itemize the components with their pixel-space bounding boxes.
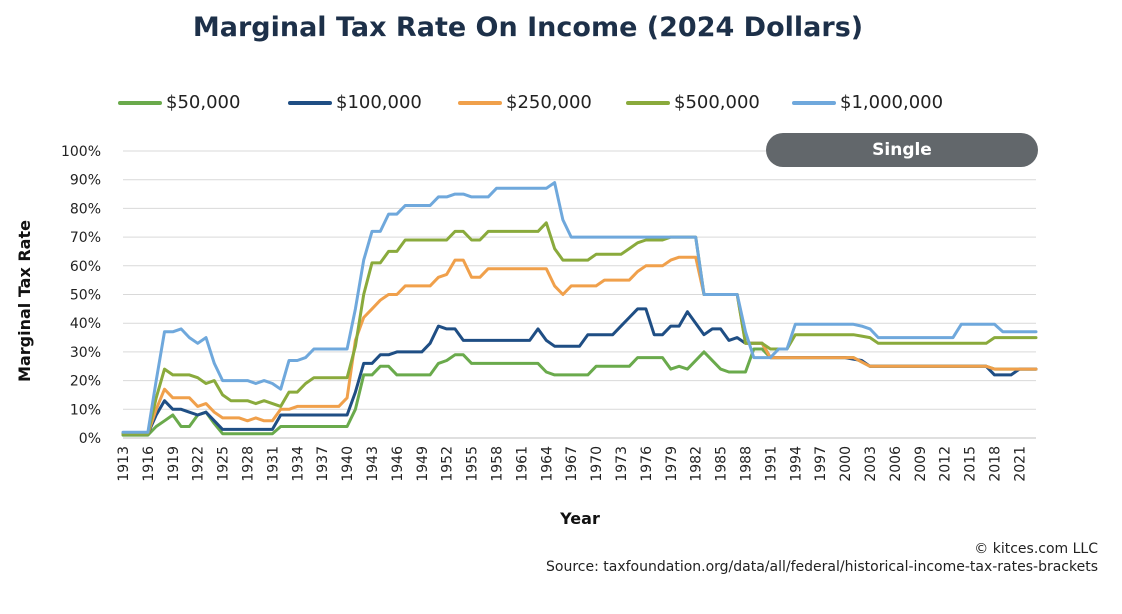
filing-status-badge: Single [766, 133, 1038, 167]
x-tick-label: 1922 [191, 446, 207, 482]
legend: $50,000 $100,000 $250,000 $500,000 $1,00… [118, 92, 962, 113]
series-line-100000 [121, 307, 1038, 436]
y-axis-title: Marginal Tax Rate [15, 220, 34, 382]
x-tick-label: 1925 [216, 446, 232, 482]
x-tick-label: 2000 [838, 446, 854, 482]
x-tick-label: 1934 [290, 446, 306, 482]
x-tick-label: 1967 [564, 446, 580, 482]
series-lines [121, 181, 1038, 437]
legend-item-1m: $1,000,000 [792, 92, 962, 113]
x-tick-label: 1928 [241, 446, 257, 482]
legend-label-100k: $100,000 [336, 92, 422, 113]
legend-item-500k: $500,000 [626, 92, 792, 113]
x-tick-label: 1988 [739, 446, 755, 482]
y-tick-label: 0% [79, 431, 101, 447]
y-tick-label: 40% [70, 316, 101, 332]
x-tick-label: 1994 [788, 446, 804, 482]
x-tick-label: 1916 [141, 446, 157, 482]
legend-swatch-1m [792, 100, 836, 105]
y-tick-label: 10% [70, 402, 101, 418]
x-tick-label: 1961 [514, 446, 530, 482]
x-tick-label: 2009 [913, 446, 929, 482]
legend-swatch-250k [458, 100, 502, 105]
source-text: Source: taxfoundation.org/data/all/feder… [546, 559, 1098, 575]
grid-lines [123, 150, 1036, 439]
x-tick-label: 2012 [938, 446, 954, 482]
x-tick-label: 1931 [265, 446, 281, 482]
legend-label-250k: $250,000 [506, 92, 592, 113]
x-axis-ticks: 1913 1916 1919 1922 1925 1928 1931 1934 1937 1940… [116, 446, 1028, 482]
chart-title: Marginal Tax Rate On Income (2024 Dollar… [192, 12, 864, 43]
x-tick-label: 1973 [614, 446, 630, 482]
x-tick-label: 1991 [763, 446, 779, 482]
x-tick-label: 2015 [963, 446, 979, 482]
legend-item-50k: $50,000 [118, 92, 288, 113]
series-line-1000000 [121, 181, 1038, 434]
x-tick-label: 1976 [639, 446, 655, 482]
x-tick-label: 2018 [988, 446, 1004, 482]
legend-item-100k: $100,000 [288, 92, 458, 113]
copyright-text: © kitces.com LLC [974, 541, 1098, 557]
y-tick-label: 100% [61, 144, 101, 160]
series-line-500000 [121, 221, 1038, 436]
x-tick-label: 1913 [116, 446, 132, 482]
legend-label-1m: $1,000,000 [840, 92, 944, 113]
x-tick-label: 1952 [440, 446, 456, 482]
legend-label-500k: $500,000 [674, 92, 760, 113]
x-tick-label: 1955 [465, 446, 481, 482]
y-tick-label: 90% [70, 173, 101, 189]
x-tick-label: 1985 [714, 446, 730, 482]
legend-item-250k: $250,000 [458, 92, 626, 113]
legend-swatch-500k [626, 100, 670, 105]
x-tick-label: 1970 [589, 446, 605, 482]
x-tick-label: 1979 [664, 446, 680, 482]
x-tick-label: 1940 [340, 446, 356, 482]
y-tick-label: 80% [70, 201, 101, 217]
x-tick-label: 2021 [1012, 446, 1028, 482]
x-tick-label: 2006 [888, 446, 904, 482]
y-tick-label: 20% [70, 374, 101, 390]
legend-label-50k: $50,000 [166, 92, 241, 113]
x-tick-label: 2003 [863, 446, 879, 482]
x-tick-label: 1997 [813, 446, 829, 482]
x-axis-title: Year [559, 509, 600, 528]
x-tick-label: 1943 [365, 446, 381, 482]
x-tick-label: 1982 [689, 446, 705, 482]
y-tick-label: 30% [70, 345, 101, 361]
y-tick-label: 50% [70, 288, 101, 304]
x-tick-label: 1949 [415, 446, 431, 482]
legend-swatch-50k [118, 100, 162, 105]
x-tick-label: 1964 [539, 446, 555, 482]
x-tick-label: 1937 [315, 446, 331, 482]
x-tick-label: 1946 [390, 446, 406, 482]
y-tick-label: 70% [70, 230, 101, 246]
y-axis-ticks: 0% 10% 20% 30% 40% 50% 60% 70% 80% 90% 100% [61, 144, 101, 447]
y-tick-label: 60% [70, 259, 101, 275]
series-line-50000 [121, 347, 1038, 437]
x-tick-label: 1958 [490, 446, 506, 482]
x-tick-label: 1919 [166, 446, 182, 482]
legend-swatch-100k [288, 100, 332, 105]
